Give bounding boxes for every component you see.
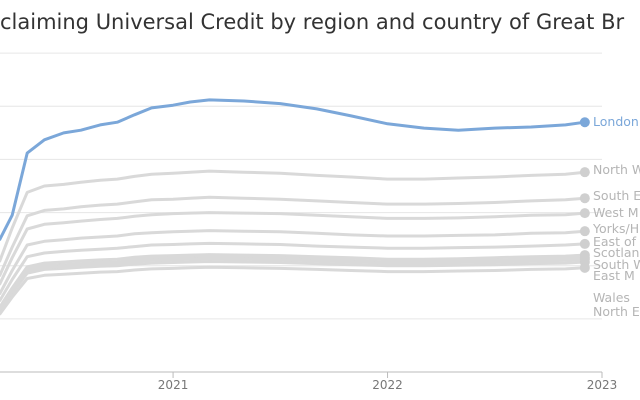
series-line (0, 229, 585, 296)
series-line (0, 257, 585, 311)
series-line (0, 265, 585, 316)
series-line (0, 253, 585, 309)
series-line (0, 195, 585, 277)
end-point (579, 262, 590, 273)
end-point (579, 238, 590, 249)
end-point (579, 193, 590, 204)
series-label: London (593, 114, 639, 129)
series-label: East of (593, 234, 637, 249)
series-line (0, 98, 586, 241)
series-line (0, 241, 585, 303)
series-label: North W (593, 162, 640, 177)
series-label: Yorks/H (592, 221, 639, 236)
end-point (579, 226, 590, 237)
x-tick-label: 2022 (372, 378, 403, 392)
series-label: Scotlan (593, 245, 639, 260)
series-label: West M (593, 205, 639, 220)
end-point (579, 117, 590, 128)
series-line (0, 169, 585, 263)
series-label: East M (593, 268, 635, 283)
series-line (0, 255, 585, 311)
series-line (0, 260, 585, 313)
x-tick-label: 2023 (587, 378, 618, 392)
series-line (0, 211, 585, 286)
end-point (579, 208, 590, 219)
chart-title: claiming Universal Credit by region and … (0, 10, 624, 34)
end-point (579, 254, 590, 265)
series-label: South E (593, 188, 640, 203)
series-label: North E (593, 304, 640, 319)
x-tick-label: 2021 (158, 378, 189, 392)
series-label: Wales (593, 290, 630, 305)
end-point (579, 167, 590, 178)
series-label: South W (593, 257, 640, 272)
